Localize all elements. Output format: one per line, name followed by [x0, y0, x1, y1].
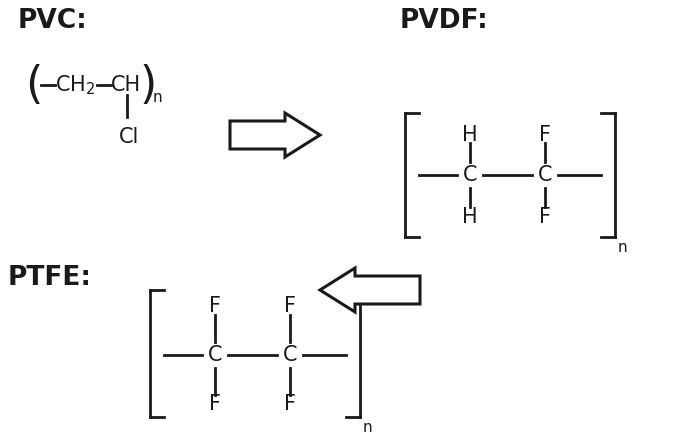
- Text: F: F: [284, 394, 296, 414]
- Text: F: F: [539, 125, 551, 145]
- Text: C: C: [208, 345, 223, 365]
- Text: PVDF:: PVDF:: [400, 8, 489, 34]
- Text: C: C: [463, 165, 477, 185]
- Text: F: F: [209, 394, 221, 414]
- Text: C: C: [538, 165, 552, 185]
- Text: F: F: [209, 296, 221, 316]
- Text: C: C: [283, 345, 298, 365]
- Text: n: n: [618, 240, 628, 254]
- Text: PVC:: PVC:: [18, 8, 88, 34]
- Text: CH$_2$: CH$_2$: [55, 73, 95, 97]
- Text: Cl: Cl: [119, 127, 139, 147]
- Polygon shape: [230, 113, 320, 157]
- Text: H: H: [462, 207, 478, 227]
- Text: n: n: [363, 420, 372, 434]
- Text: CH: CH: [111, 75, 141, 95]
- Text: F: F: [284, 296, 296, 316]
- Text: ): ): [139, 63, 156, 106]
- Polygon shape: [320, 268, 420, 312]
- Text: F: F: [539, 207, 551, 227]
- Text: n: n: [153, 89, 162, 105]
- Text: (: (: [25, 63, 43, 106]
- Text: H: H: [462, 125, 478, 145]
- Text: PTFE:: PTFE:: [8, 265, 92, 291]
